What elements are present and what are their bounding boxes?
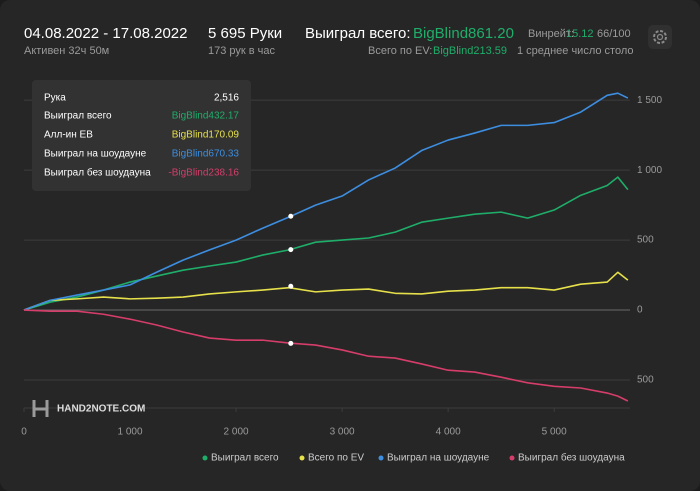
series-line xyxy=(23,92,629,311)
x-tick-label: 4 000 xyxy=(436,427,461,438)
hands-per-hour: 173 рук в час xyxy=(208,45,276,57)
tooltip-box xyxy=(32,80,251,191)
legend-dot xyxy=(378,455,384,461)
series-line xyxy=(23,309,629,402)
logo: HAND2NOTE.COM xyxy=(32,400,145,417)
plot: 500 0 500 1 000 1 500 0 1 000 2 000 3 000 4 000 5 … xyxy=(21,80,662,464)
winrate-label: Винрейт: xyxy=(528,28,574,40)
y-tick-label: 1 000 xyxy=(637,165,662,176)
tooltip-row-name: Выиграл без шоудауна xyxy=(44,167,151,179)
tables: 1 среднее число столо xyxy=(517,45,634,57)
tooltip-row-value: BigBlind670.33 xyxy=(172,149,240,160)
tooltip-row-name: Выиграл на шоудауне xyxy=(44,149,147,160)
series-line xyxy=(23,271,629,311)
winrate-of: 66/100 xyxy=(597,28,631,40)
legend-label: Выиграл без шоудауна xyxy=(518,452,625,464)
x-tick-label: 3 000 xyxy=(330,427,355,438)
x-tick-label: 1 000 xyxy=(118,427,143,438)
hover-dot xyxy=(288,283,294,289)
y-tick-label: 1 500 xyxy=(637,95,662,106)
legend-label: Выиграл на шоудауне xyxy=(387,453,490,464)
tooltip-hand-label: Рука xyxy=(44,93,66,104)
tooltip-row-value: BigBlind170.09 xyxy=(172,130,240,141)
x-tick-label: 2 000 xyxy=(224,427,249,438)
active-time: Активен 32ч 50м xyxy=(24,45,109,57)
date-range: 04.08.2022 - 17.08.2022 xyxy=(24,25,187,42)
legend-label: Выиграл всего xyxy=(211,453,279,464)
tooltip-row-name: Алл-ин EB xyxy=(44,130,93,141)
tooltip-row-name: Выиграл всего xyxy=(44,111,112,122)
x-tick-label: 0 xyxy=(21,427,27,438)
y-tick-label: 0 xyxy=(637,305,643,316)
logo-text: HAND2NOTE.COM xyxy=(57,404,145,415)
legend-dot xyxy=(299,455,305,461)
x-tick-label: 5 000 xyxy=(542,427,567,438)
y-tick-label: 500 xyxy=(637,235,654,246)
hover-dot xyxy=(288,247,294,253)
won-label: Выиграл всего: xyxy=(305,25,411,42)
winrate-value: 15.12 xyxy=(566,28,594,40)
series-line xyxy=(23,176,629,311)
tooltip-row-value: BigBlind432.17 xyxy=(172,111,240,122)
tooltip-row-value: -BigBlind238.16 xyxy=(168,168,239,179)
settings-button[interactable] xyxy=(648,25,672,49)
legend-dot xyxy=(509,455,515,461)
legend-dot xyxy=(202,455,208,461)
hands: 5 695 Руки xyxy=(208,25,282,42)
hover-dot xyxy=(288,340,294,346)
won-value: BigBlind861.20 xyxy=(413,25,514,42)
ev-value: BigBlind213.59 xyxy=(433,45,507,57)
legend-label: Всего по EV xyxy=(308,453,364,464)
hover-dot xyxy=(288,213,294,219)
ev-label: Всего по EV: xyxy=(368,45,432,57)
y-tick-label: 500 xyxy=(637,375,654,386)
tooltip-hand: 2,516 xyxy=(214,93,239,104)
